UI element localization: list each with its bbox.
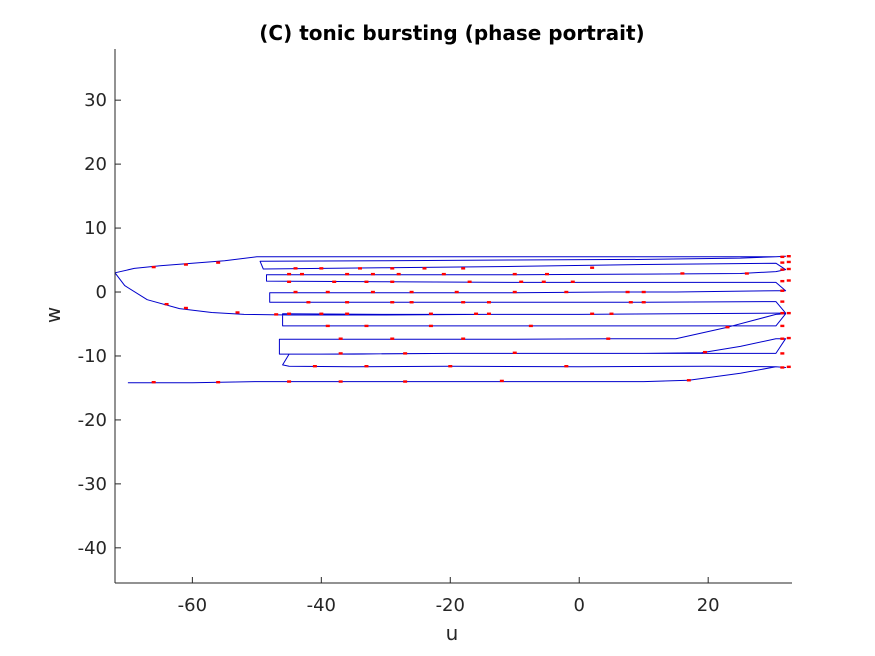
y-tick-label: 30 xyxy=(84,90,107,111)
y-tick-label: -10 xyxy=(78,346,107,367)
x-tick-label: -20 xyxy=(436,595,465,616)
trajectory-layer xyxy=(114,255,787,384)
y-tick-label: 20 xyxy=(84,154,107,175)
plot-area xyxy=(114,255,791,384)
x-axis-label: u xyxy=(446,621,459,645)
axes: -60 -40 -20 0 20 30 20 10 0 -10 -20 -30 -40 xyxy=(78,49,792,616)
x-ticks: -60 -40 -20 0 20 xyxy=(178,577,720,616)
x-tick-label: 20 xyxy=(697,595,720,616)
y-tick-label: 0 xyxy=(96,282,107,303)
y-ticks: 30 20 10 0 -10 -20 -30 -40 xyxy=(78,90,121,559)
marker-layer xyxy=(151,255,791,384)
trajectory-line-0 xyxy=(114,255,787,384)
x-tick-label: 0 xyxy=(574,595,585,616)
y-tick-label: -40 xyxy=(78,538,107,559)
chart-title: (C) tonic bursting (phase portrait) xyxy=(259,21,644,45)
x-tick-label: -60 xyxy=(178,595,207,616)
y-tick-label: -20 xyxy=(78,410,107,431)
y-tick-label: -30 xyxy=(78,474,107,495)
y-axis-label: w xyxy=(41,307,65,323)
y-tick-label: 10 xyxy=(84,218,107,239)
x-tick-label: -40 xyxy=(307,595,336,616)
